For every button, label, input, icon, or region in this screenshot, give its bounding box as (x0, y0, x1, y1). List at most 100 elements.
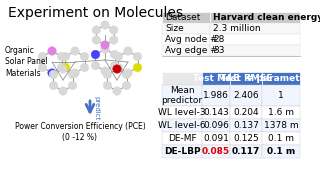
Bar (262, 106, 300, 119)
Circle shape (133, 52, 142, 61)
Bar (230, 85, 262, 106)
Text: # parameters: # parameters (246, 74, 316, 83)
Circle shape (122, 81, 131, 90)
Circle shape (48, 69, 56, 77)
Text: 1.6 m: 1.6 m (268, 108, 294, 117)
Circle shape (59, 87, 67, 95)
Text: Mean
predictor: Mean predictor (161, 86, 203, 105)
Circle shape (68, 70, 77, 79)
Circle shape (103, 81, 112, 90)
Text: Test MAE: Test MAE (193, 74, 239, 83)
Text: 0.091: 0.091 (203, 134, 229, 143)
Circle shape (80, 52, 89, 61)
Bar (162, 145, 202, 158)
Text: predict: predict (93, 96, 99, 120)
Text: 0.1 m: 0.1 m (268, 134, 294, 143)
Circle shape (57, 52, 66, 61)
Text: Size: Size (165, 24, 184, 33)
Circle shape (48, 47, 56, 55)
Text: Avg node #: Avg node # (165, 35, 218, 44)
Circle shape (101, 45, 109, 53)
Circle shape (80, 63, 89, 72)
Bar (262, 132, 300, 145)
Circle shape (91, 61, 100, 70)
Circle shape (101, 41, 109, 49)
Bar (202, 145, 230, 158)
Circle shape (101, 21, 109, 29)
Bar (262, 85, 300, 106)
Circle shape (110, 50, 119, 59)
Circle shape (114, 52, 123, 61)
Text: DE-LBP: DE-LBP (164, 147, 200, 156)
Text: 28: 28 (213, 35, 224, 44)
Circle shape (61, 63, 70, 72)
Text: DE-MF: DE-MF (168, 134, 196, 143)
Circle shape (113, 87, 121, 95)
Circle shape (49, 70, 58, 79)
Text: 1.986: 1.986 (203, 91, 229, 100)
Text: 33: 33 (213, 46, 225, 55)
Bar (210, 23, 300, 34)
Bar (230, 132, 262, 145)
Circle shape (91, 50, 100, 59)
Bar (210, 34, 300, 45)
Circle shape (92, 26, 100, 34)
Text: 0.125: 0.125 (233, 134, 259, 143)
Text: 1378 m: 1378 m (264, 121, 298, 130)
Circle shape (68, 81, 77, 90)
Text: 2.3 million: 2.3 million (213, 24, 260, 33)
Text: 0.096: 0.096 (203, 121, 229, 130)
Bar (230, 145, 262, 158)
Bar (262, 145, 300, 158)
Bar (162, 106, 202, 119)
Circle shape (103, 70, 112, 79)
Text: Test RMSE: Test RMSE (220, 74, 272, 83)
Text: 0.085: 0.085 (202, 147, 230, 156)
Circle shape (110, 61, 119, 70)
Bar (210, 45, 300, 56)
Bar (162, 119, 202, 132)
Bar (162, 12, 210, 23)
Text: 0.137: 0.137 (233, 121, 259, 130)
Bar (262, 119, 300, 132)
Circle shape (71, 69, 79, 77)
Bar (230, 106, 262, 119)
Text: Avg edge #: Avg edge # (165, 46, 218, 55)
Circle shape (114, 63, 123, 72)
Bar (162, 45, 210, 56)
Bar (202, 106, 230, 119)
Bar (210, 12, 300, 23)
Circle shape (38, 52, 47, 61)
Bar (262, 72, 300, 85)
Bar (162, 132, 202, 145)
Circle shape (71, 47, 79, 55)
Bar (162, 72, 202, 85)
Bar (230, 119, 262, 132)
Circle shape (113, 65, 121, 73)
Text: WL level-6: WL level-6 (158, 121, 206, 130)
Circle shape (133, 63, 142, 72)
Circle shape (61, 52, 70, 61)
Bar (202, 119, 230, 132)
Circle shape (109, 26, 118, 34)
Text: Power Conversion Efficiency (PCE)
(0 -12 %): Power Conversion Efficiency (PCE) (0 -12… (15, 122, 145, 142)
Circle shape (49, 81, 58, 90)
Bar (162, 23, 210, 34)
Text: 0.117: 0.117 (232, 147, 260, 156)
Circle shape (124, 47, 132, 55)
Text: 2.406: 2.406 (233, 91, 259, 100)
Text: Experiment on Molecules: Experiment on Molecules (8, 6, 183, 20)
Text: WL level-3: WL level-3 (158, 108, 206, 117)
Bar (202, 132, 230, 145)
Bar (202, 85, 230, 106)
Bar (162, 85, 202, 106)
Text: 1: 1 (278, 91, 284, 100)
Text: 0.204: 0.204 (233, 108, 259, 117)
Circle shape (92, 36, 100, 44)
Bar (162, 34, 210, 45)
Bar (230, 72, 262, 85)
Text: Dataset: Dataset (165, 13, 200, 22)
Circle shape (122, 70, 131, 79)
Text: 0.1 m: 0.1 m (267, 147, 295, 156)
Text: 0.143: 0.143 (203, 108, 229, 117)
